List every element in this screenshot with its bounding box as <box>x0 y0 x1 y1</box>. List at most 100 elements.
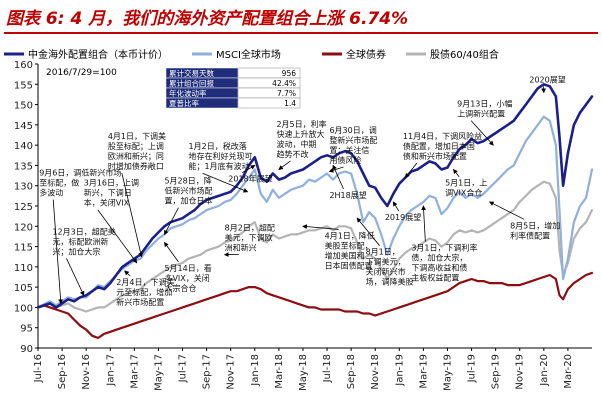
x-tick-label: Jan-17 <box>105 354 116 387</box>
x-axis: Jul-16 Sep-16 Nov-16 Jan-17 Mar-17 May-17 Jul-… <box>33 348 574 391</box>
stats-value: 42.4% <box>272 79 296 88</box>
x-tick-label: Sep-17 <box>202 354 213 389</box>
annotation-arrow <box>470 120 494 146</box>
legend-label: MSCI全球市场 <box>216 48 281 61</box>
annotation-a13: 2H18展望 <box>329 190 366 200</box>
x-tick-label: May-18 <box>298 354 309 391</box>
annotation-a11: 2月5日，利率快速上升放大波动，中期趋势不改 <box>276 119 326 159</box>
annotation-a5: 2月4日，下调美元至标配，增加新兴市场配置 <box>116 277 174 307</box>
x-tick-label: Nov-19 <box>515 354 526 390</box>
x-tick-label: Jan-19 <box>394 354 405 387</box>
legend-label: 全球债券 <box>346 48 386 61</box>
stats-value: 7.7% <box>277 89 296 98</box>
annotation-arrow <box>328 166 344 173</box>
series-line-portfolio <box>36 83 594 309</box>
legend: 中金海外配置组合（本币计价） MSCI全球市场 全球债券 股债60/40组合 <box>4 48 499 61</box>
y-tick-label: 160 <box>14 60 33 71</box>
x-tick-label: Mar-17 <box>129 354 140 389</box>
x-tick-label: Jul-17 <box>178 354 189 383</box>
annotation-arrow <box>163 241 179 263</box>
y-tick-label: 150 <box>14 101 33 112</box>
legend-item-bonds: 全球债券 <box>322 48 386 61</box>
annotation-layer: 9月6日，调低新兴市场至标配，做多波动 12月3日，超配美元，标配欧洲新兴；加仓大… <box>39 74 566 307</box>
annotation-a10: 8月2日，超配美元，下调欧洲和新兴 <box>225 222 275 252</box>
annotation-a21: 9月13日，小幅上调新兴配置 <box>457 99 512 119</box>
x-tick-label: Sep-19 <box>491 354 502 389</box>
annotation-arrow <box>356 217 380 246</box>
legend-item-msci: MSCI全球市场 <box>192 48 281 61</box>
x-tick-label: Nov-18 <box>370 354 381 390</box>
legend-item-mix6040: 股债60/40组合 <box>406 48 499 61</box>
y-tick-label: 95 <box>20 324 33 335</box>
stats-label: 累计交易天数 <box>169 68 214 78</box>
annotation-a7: 5月14日，看多VIX，关闭大宗合仓 <box>164 264 211 293</box>
annotation-a1: 9月6日，调低新兴市场至标配，做多波动 <box>39 168 121 198</box>
x-tick-label: Nov-17 <box>226 354 237 390</box>
annotation-arrow <box>242 165 256 174</box>
legend-item-portfolio: 中金海外配置组合（本币计价） <box>4 48 168 61</box>
annotation-a22: 2020展望 <box>529 74 565 84</box>
x-tick-label: May-19 <box>442 354 453 391</box>
x-tick-label: Mar-19 <box>418 354 429 389</box>
stats-label: 夏普比率 <box>169 98 199 108</box>
stats-value: 956 <box>282 69 297 78</box>
y-tick-label: 140 <box>14 141 33 152</box>
stats-value: 1.4 <box>284 99 296 108</box>
annotation-arrow <box>66 258 85 296</box>
annotation-a9: 2018年展望 <box>228 174 272 184</box>
x-tick-label: Jan-18 <box>250 354 261 387</box>
stats-table: 累计交易天数 956 累计组合回报 42.4% 年化波动率 7.7% 夏普比率 1.4 <box>165 67 301 109</box>
legend-label: 中金海外配置组合（本币计价） <box>28 48 168 61</box>
series-line-mix6040 <box>36 180 594 313</box>
x-tick-label: Jul-18 <box>322 354 333 383</box>
annotation-a14: 4月1日，降低美股至标配，增加美国和日本固债配置 <box>325 230 375 270</box>
base-note: 2016/7/29=100 <box>46 68 117 78</box>
annotation-arrow <box>124 270 131 277</box>
annotation-arrow <box>404 162 418 179</box>
annotation-arrow <box>392 201 400 212</box>
series-line-msci <box>36 115 594 309</box>
annotation-a2: 12月3日，超配美元，标配欧洲新兴；加仓大宗 <box>52 226 115 256</box>
y-tick-label: 125 <box>14 202 33 213</box>
stats-label: 年化波动率 <box>169 88 207 98</box>
annotation-arrow <box>332 164 344 190</box>
annotation-arrow <box>164 207 179 236</box>
annotation-arrow <box>97 209 138 264</box>
annotation-a6: 5月28日，降低新兴市场配置，加仓日本 <box>164 176 212 206</box>
annotation-a16: 2019展望 <box>385 212 421 222</box>
y-tick-label: 120 <box>14 222 33 233</box>
y-tick-label: 90 <box>20 344 33 355</box>
legend-label: 股债60/40组合 <box>430 48 499 61</box>
stats-value-cell <box>237 97 301 109</box>
y-tick-label: 145 <box>14 121 33 132</box>
figure-title: 图表 6: 4 月，我们的海外资产配置组合上涨 6.74% <box>6 9 409 29</box>
y-tick-label: 130 <box>14 182 33 193</box>
series-line-bonds <box>36 271 594 339</box>
y-tick-label: 105 <box>14 283 33 294</box>
annotation-a8: 1月2日，税改落地存在利好兑现可能；1月底有波动 <box>189 141 253 171</box>
y-tick-label: 115 <box>14 243 33 254</box>
x-tick-label: May-17 <box>153 354 164 391</box>
stats-label: 累计组合回报 <box>169 78 214 88</box>
annotation-arrow <box>278 160 291 170</box>
y-axis: 90 95 100 105 110 115 120 125 130 135 140 145 150 155… <box>14 60 38 355</box>
series-layer <box>36 83 594 339</box>
annotation-arrow <box>121 172 143 258</box>
x-tick-label: Mar-18 <box>274 354 285 389</box>
y-tick-label: 135 <box>14 161 33 172</box>
annotation-a19: 3月1日，下调利率债，加仓大宗，下调高收益和债主板权益配置 <box>411 243 477 283</box>
x-tick-label: Nov-16 <box>81 354 92 390</box>
annotation-a3: 3月16日，上调新兴，下调日本，关闭VIX <box>84 179 139 208</box>
annotation-arrow <box>421 205 427 242</box>
y-tick-label: 100 <box>14 303 33 314</box>
x-tick-label: Mar-20 <box>563 354 574 389</box>
x-tick-label: Jul-19 <box>467 354 478 383</box>
x-tick-label: Jan-20 <box>539 354 550 387</box>
y-tick-label: 155 <box>14 80 33 91</box>
x-tick-label: Sep-18 <box>346 354 357 389</box>
annotation-a20: 8月5日，增加利率债配置 <box>510 220 560 240</box>
annotation-a18: 5月1日，上调VIX合仓 <box>445 179 487 198</box>
annotation-a4: 4月1日，下调美股至标配；上调欧洲和新兴；同时增加债券敞口 <box>108 131 166 171</box>
annotation-a15: 8月1日，下调美元，关闭新兴市场，调降美股 <box>366 248 414 287</box>
